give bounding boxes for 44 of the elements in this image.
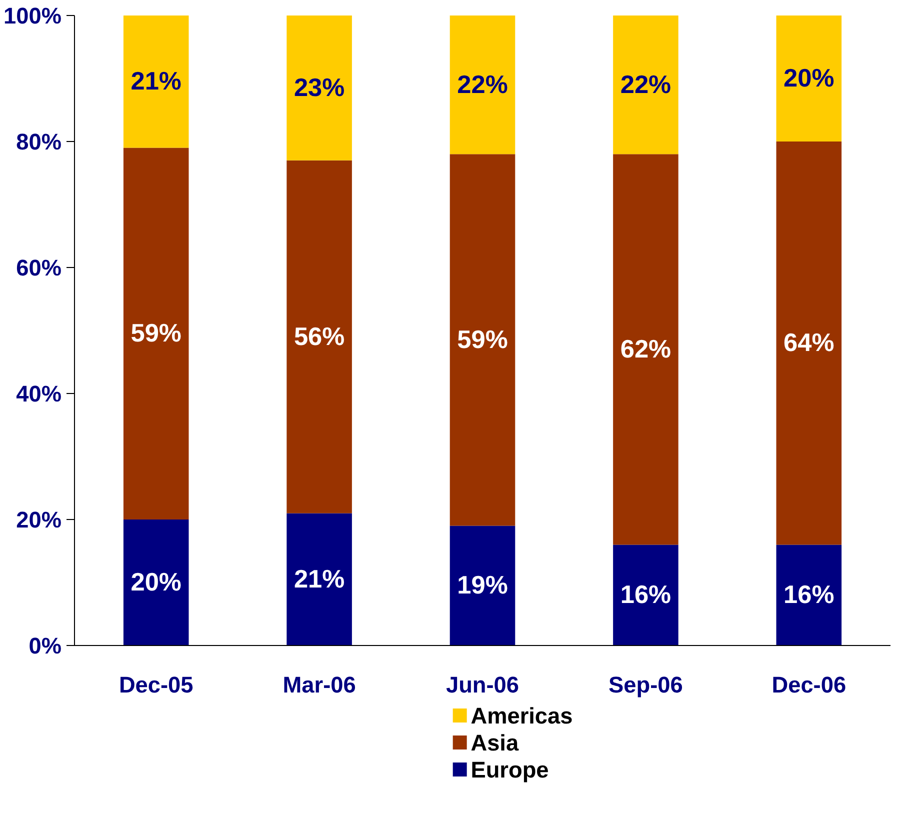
data-label: 22% (620, 70, 672, 99)
bar (286, 513, 352, 646)
y-tick-label: 80% (16, 128, 62, 154)
bar (286, 160, 352, 514)
data-label: 56% (294, 322, 345, 351)
data-label: 20% (130, 568, 182, 596)
bar (613, 544, 678, 646)
y-tick-label: 20% (16, 506, 62, 532)
data-label: 21% (130, 68, 182, 96)
y-tick-label: 100% (4, 2, 62, 28)
data-label: 64% (784, 329, 834, 358)
data-label: 21% (294, 565, 345, 594)
data-label: 59% (457, 326, 508, 354)
y-tick-label: 60% (16, 254, 62, 280)
bar (450, 154, 516, 526)
bar (776, 16, 842, 142)
legend-label: Europe (470, 756, 549, 782)
bar (613, 16, 678, 154)
data-label: 16% (620, 581, 672, 610)
data-label: 59% (130, 320, 182, 348)
y-tick-label: 0% (28, 632, 62, 658)
bar (123, 148, 189, 520)
data-label: 19% (457, 572, 508, 600)
data-label: 16% (784, 581, 834, 610)
data-label: 23% (294, 74, 345, 102)
bar (286, 16, 352, 160)
data-label: 20% (784, 64, 834, 92)
y-tick-label: 40% (16, 380, 62, 406)
data-label: 22% (457, 70, 508, 99)
x-tick-label: Jun-06 (446, 672, 520, 698)
legend-label: Americas (470, 702, 573, 728)
data-label: 62% (620, 335, 672, 364)
bar (776, 544, 842, 646)
bar (123, 16, 189, 148)
x-tick-label: Dec-05 (118, 672, 194, 698)
bar (776, 142, 842, 545)
x-tick-label: Dec-06 (772, 672, 846, 698)
x-tick-label: Mar-06 (282, 672, 356, 698)
bar (450, 16, 516, 154)
x-tick-label: Sep-06 (608, 672, 683, 698)
legend-label: Asia (470, 730, 519, 756)
bar (123, 520, 189, 646)
bar (450, 526, 516, 646)
bar (613, 154, 678, 545)
